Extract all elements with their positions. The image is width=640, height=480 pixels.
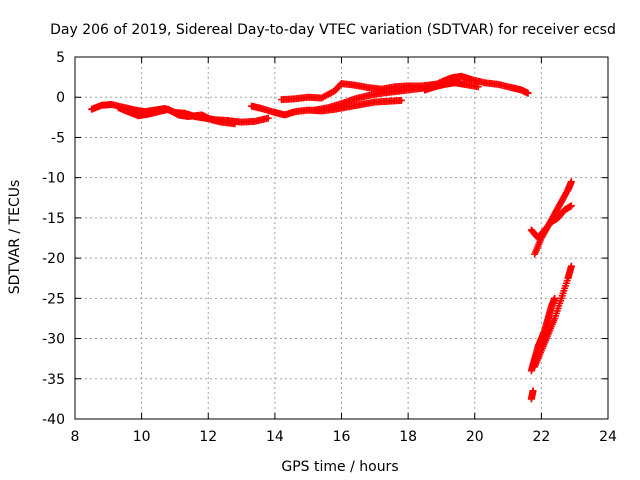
data-point xyxy=(524,89,532,97)
series-band-late xyxy=(424,72,532,97)
y-tick-label: -25 xyxy=(42,291,65,307)
plot-frame xyxy=(74,56,609,420)
y-tick-label: -15 xyxy=(42,211,65,227)
data-point xyxy=(264,114,272,122)
data-point xyxy=(231,120,239,128)
data-point xyxy=(529,387,537,395)
y-tick-label: 5 xyxy=(56,50,65,66)
x-tick-label: 8 xyxy=(71,429,80,445)
data-point xyxy=(551,294,559,302)
x-tick-label: 24 xyxy=(599,429,617,445)
x-axis-label: GPS time / hours xyxy=(281,459,398,475)
data-point xyxy=(567,262,575,270)
series-band-early-lower xyxy=(114,104,239,128)
y-tick-label: 0 xyxy=(56,90,65,106)
y-tick-label: -10 xyxy=(42,171,65,187)
data-point xyxy=(567,178,575,186)
grid-lines xyxy=(75,57,608,419)
x-tick-label: 14 xyxy=(266,429,284,445)
chart-title: Day 206 of 2019, Sidereal Day-to-day VTE… xyxy=(50,22,616,38)
y-tick-label: -20 xyxy=(42,251,65,267)
data-point xyxy=(397,96,405,104)
series-end-upper-b xyxy=(527,202,575,242)
y-tick-label: -40 xyxy=(42,412,65,428)
data-points xyxy=(88,72,575,403)
series-end-lower-b xyxy=(531,262,575,371)
x-tick-label: 20 xyxy=(466,429,484,445)
x-tick-label: 10 xyxy=(133,429,151,445)
axis-ticks: 8 10 12 14 16 18 20 22 24 5 0 -5 -10 -15 -20 -25 -30 -35 -… xyxy=(42,50,617,445)
series-band-late-lower xyxy=(421,79,482,94)
y-tick-label: -5 xyxy=(51,130,65,146)
y-axis-label: SDTVAR / TECUs xyxy=(7,180,23,295)
x-tick-label: 16 xyxy=(333,429,351,445)
series-end-tail xyxy=(527,387,537,403)
data-point xyxy=(567,202,575,210)
series-end-lower-a xyxy=(527,294,559,375)
x-tick-label: 22 xyxy=(532,429,550,445)
series-band-mid-lower xyxy=(311,83,439,114)
x-tick-label: 12 xyxy=(199,429,217,445)
y-tick-label: -30 xyxy=(42,332,65,348)
y-tick-label: -35 xyxy=(42,372,65,388)
data-point xyxy=(474,83,482,91)
x-tick-label: 18 xyxy=(399,429,417,445)
